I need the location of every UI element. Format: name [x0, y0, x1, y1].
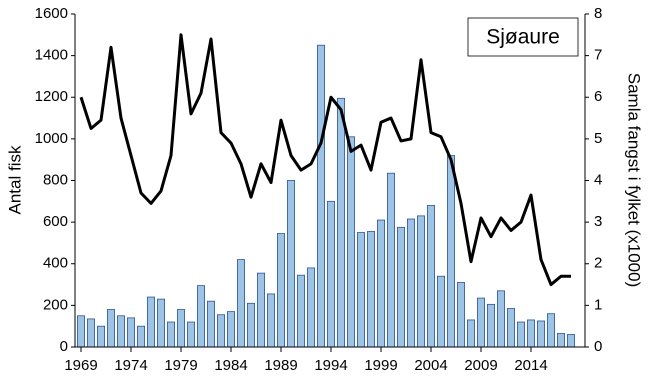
- bar: [506, 308, 515, 348]
- bar: [87, 318, 96, 348]
- bar: [456, 282, 465, 348]
- bar: [446, 155, 455, 348]
- bar: [176, 309, 185, 348]
- y2-axis-label: Samla fangst i fylket (x1000): [625, 73, 644, 287]
- bar: [396, 226, 405, 348]
- bar: [156, 298, 165, 348]
- y2-tick-label: 5: [594, 130, 602, 147]
- bar: [266, 293, 275, 348]
- y2-tick-label: 0: [594, 338, 602, 355]
- y-tick-label: 400: [43, 255, 68, 272]
- x-tick-label: 2009: [464, 357, 497, 374]
- bar: [567, 334, 576, 348]
- bar: [386, 172, 395, 348]
- bar: [466, 319, 475, 348]
- bar: [366, 231, 375, 348]
- y-tick-label: 1400: [35, 47, 68, 64]
- bar: [306, 267, 315, 348]
- x-tick-label: 1999: [364, 357, 397, 374]
- bar: [557, 333, 566, 348]
- y-tick-label: 1600: [35, 5, 68, 22]
- bar: [246, 302, 255, 348]
- bar: [236, 259, 245, 348]
- y-tick-label: 200: [43, 296, 68, 313]
- bar: [406, 218, 415, 348]
- y2-tick-label: 1: [594, 296, 602, 313]
- y-tick-label: 800: [43, 171, 68, 188]
- y2-tick-label: 3: [594, 213, 602, 230]
- bar: [97, 325, 106, 348]
- annotation-box: [467, 17, 579, 57]
- bar: [206, 300, 215, 348]
- bar: [527, 319, 536, 348]
- x-tick-label: 1989: [264, 357, 297, 374]
- y-tick-label: 1000: [35, 130, 68, 147]
- bar: [186, 321, 195, 348]
- x-tick-label: 1984: [214, 357, 247, 374]
- bar: [286, 180, 295, 348]
- bar: [426, 205, 435, 348]
- y2-tick-label: 4: [594, 171, 602, 188]
- y-tick-label: 1200: [35, 88, 68, 105]
- bar: [517, 321, 526, 348]
- x-tick-label: 1969: [64, 357, 97, 374]
- bar: [346, 136, 355, 348]
- bar: [336, 97, 345, 348]
- bar: [496, 290, 505, 348]
- bar: [146, 296, 155, 348]
- bar: [256, 272, 265, 348]
- bar: [416, 215, 425, 348]
- bar: [77, 315, 86, 348]
- x-tick-label: 2004: [414, 357, 447, 374]
- bar: [226, 311, 235, 348]
- line: [79, 33, 571, 287]
- bar: [117, 315, 126, 348]
- bar: [476, 297, 485, 348]
- x-tick-label: 1979: [164, 357, 197, 374]
- bar: [326, 200, 335, 348]
- bar: [547, 313, 556, 348]
- bar: [136, 325, 145, 348]
- bar: [537, 320, 546, 348]
- bar: [276, 233, 285, 348]
- y-axis-label: Antal fisk: [5, 145, 24, 214]
- y-tick-label: 600: [43, 213, 68, 230]
- annotation: Sjøaure: [486, 26, 560, 49]
- bar: [356, 232, 365, 348]
- bar: [486, 303, 495, 348]
- bar: [216, 314, 225, 348]
- y-tick-label: 0: [60, 338, 68, 355]
- bar: [316, 44, 325, 348]
- x-tick-label: 2014: [514, 357, 547, 374]
- bar: [107, 309, 116, 348]
- bar: [296, 274, 305, 348]
- y2-tick-label: 7: [594, 47, 602, 64]
- bar: [196, 285, 205, 348]
- y2-tick-label: 6: [594, 88, 602, 105]
- y2-tick-label: 2: [594, 255, 602, 272]
- y2-tick-label: 8: [594, 5, 602, 22]
- bar: [127, 317, 136, 348]
- x-tick-label: 1994: [314, 357, 347, 374]
- bar: [376, 219, 385, 348]
- bar: [436, 275, 445, 348]
- x-tick-label: 1974: [114, 357, 147, 374]
- bar: [166, 321, 175, 348]
